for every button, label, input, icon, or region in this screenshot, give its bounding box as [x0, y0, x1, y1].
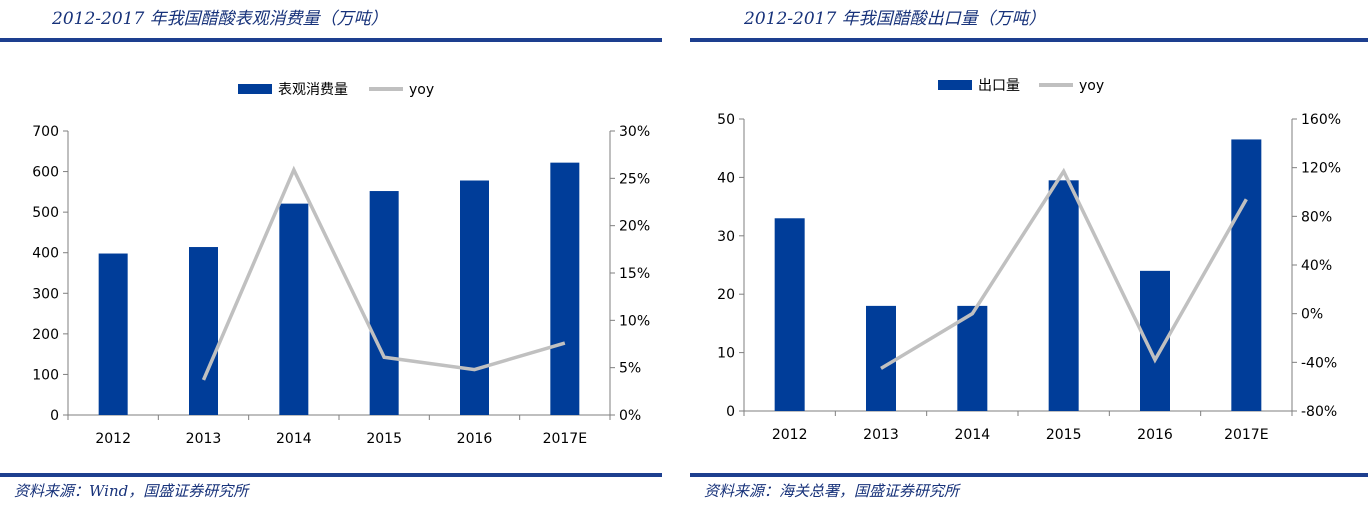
- y-right-tick-label: 120%: [1301, 161, 1341, 177]
- legend-label-bar: 出口量: [978, 78, 1020, 94]
- y-left-tick-label: 700: [32, 124, 59, 140]
- source-rule: [0, 473, 662, 477]
- bar: [774, 218, 805, 411]
- y-left-tick-label: 50: [717, 112, 735, 128]
- y-right-tick-label: 15%: [619, 266, 650, 282]
- bar: [369, 191, 399, 415]
- legend-label-line: yoy: [1079, 78, 1104, 94]
- y-right-tick-label: 20%: [619, 219, 650, 235]
- y-right-tick-label: 30%: [619, 124, 650, 140]
- y-right-tick-label: 40%: [1301, 258, 1332, 274]
- y-left-tick-label: 200: [32, 327, 59, 343]
- y-left-tick-label: 400: [32, 246, 59, 262]
- y-left-tick-label: 10: [717, 346, 735, 362]
- title-rule: [690, 38, 1368, 42]
- y-right-tick-label: -80%: [1301, 404, 1337, 420]
- title-rule: [0, 38, 662, 42]
- legend-swatch-bar: [938, 80, 972, 90]
- chart-panel-export: 2012-2017 年我国醋酸出口量（万吨） 0 10 20 30 40 50 -80% -4…: [690, 0, 1368, 506]
- bar: [550, 162, 580, 415]
- y-left-tick-label: 40: [717, 170, 735, 186]
- x-tick-label: 2017E: [1224, 427, 1268, 443]
- y-right-tick-label: -40%: [1301, 355, 1337, 371]
- y-right-tick-label: 25%: [619, 171, 650, 187]
- bar: [189, 247, 218, 415]
- x-tick-label: 2014: [276, 431, 312, 447]
- y-left-tick-label: 500: [32, 205, 59, 221]
- bar: [957, 305, 988, 411]
- bar: [1231, 139, 1262, 411]
- x-tick-label: 2012: [772, 427, 808, 443]
- y-right-tick-label: 80%: [1301, 209, 1332, 225]
- y-left-tick-label: 300: [32, 286, 59, 302]
- chart-title: 2012-2017 年我国醋酸表观消费量（万吨）: [52, 9, 388, 29]
- bar: [866, 305, 896, 411]
- x-tick-label: 2015: [1046, 427, 1082, 443]
- consumption-chart: 0 100 200 300 400 500 600 700 0% 5% 10% 15% 20% 25% 30…: [32, 82, 650, 447]
- export-chart: 0 10 20 30 40 50 -80% -40% 0% 40% 80% 120% 160% 2012 2…: [717, 78, 1341, 443]
- bar: [460, 180, 489, 415]
- y-right-tick-label: 0%: [1301, 307, 1323, 323]
- bar: [279, 203, 309, 415]
- x-tick-label: 2013: [863, 427, 899, 443]
- y-left-tick-label: 0: [726, 404, 735, 420]
- y-left-tick-label: 20: [717, 287, 735, 303]
- bar: [98, 253, 128, 415]
- x-tick-label: 2016: [457, 431, 493, 447]
- chart-title: 2012-2017 年我国醋酸出口量（万吨）: [744, 9, 1046, 29]
- legend-label-line: yoy: [409, 82, 434, 98]
- y-right-tick-label: 5%: [619, 361, 641, 377]
- source-rule: [690, 473, 1368, 477]
- x-tick-label: 2015: [366, 431, 402, 447]
- y-right-tick-label: 160%: [1301, 112, 1341, 128]
- y-left-tick-label: 100: [32, 367, 59, 383]
- legend-label-bar: 表观消费量: [278, 82, 348, 98]
- x-tick-label: 2012: [95, 431, 131, 447]
- source-note: 资料来源：Wind，国盛证券研究所: [14, 482, 249, 500]
- y-left-tick-label: 0: [50, 408, 59, 424]
- bar: [1048, 180, 1079, 411]
- y-right-tick-label: 0%: [619, 408, 641, 424]
- y-right-tick-label: 10%: [619, 313, 650, 329]
- legend-swatch-bar: [238, 84, 272, 94]
- x-tick-label: 2013: [186, 431, 222, 447]
- x-tick-label: 2017E: [543, 431, 587, 447]
- source-note: 资料来源：海关总署，国盛证券研究所: [704, 482, 960, 500]
- y-left-tick-label: 600: [32, 165, 59, 181]
- y-left-tick-label: 30: [717, 229, 735, 245]
- x-tick-label: 2014: [955, 427, 991, 443]
- x-tick-label: 2016: [1137, 427, 1173, 443]
- chart-panel-consumption: 2012-2017 年我国醋酸表观消费量（万吨） 0 100 200 300 400 50…: [0, 0, 662, 506]
